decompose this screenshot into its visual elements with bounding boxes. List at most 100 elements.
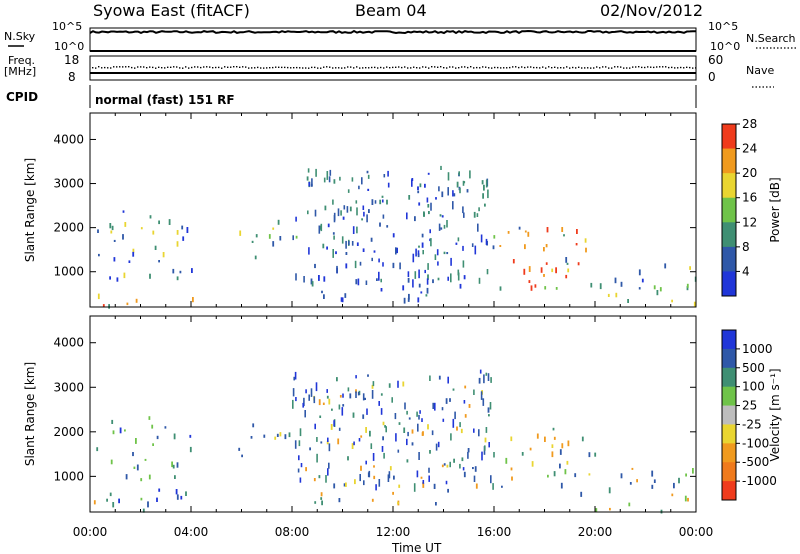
range-cell: [607, 293, 610, 297]
colorbar-segment: [722, 271, 736, 297]
range-cell: [408, 195, 411, 200]
nave-dot: [212, 67, 214, 69]
nave-dot: [146, 67, 148, 69]
nave-dot: [590, 67, 592, 69]
range-cell: [326, 440, 329, 445]
range-cell: [310, 388, 313, 397]
range-cell: [435, 197, 437, 200]
range-cell: [584, 238, 587, 243]
range-cell: [407, 431, 409, 437]
range-cell: [459, 422, 461, 428]
range-cell: [408, 293, 410, 300]
range-cell: [441, 407, 444, 411]
range-cell: [638, 269, 641, 276]
range-cell: [354, 479, 356, 485]
range-cell: [110, 230, 113, 234]
range-cell: [447, 488, 449, 493]
nave-dot: [122, 66, 124, 68]
range-cell: [561, 443, 564, 449]
nave-dot: [635, 66, 637, 68]
nave-dot: [314, 66, 316, 69]
range-cell: [171, 461, 173, 468]
range-cell: [544, 286, 547, 290]
range-cell: [352, 412, 355, 418]
range-cell: [328, 398, 331, 405]
range-cell: [357, 392, 360, 396]
range-cell: [418, 202, 421, 206]
range-cell: [467, 451, 469, 459]
range-cell: [566, 460, 569, 465]
range-cell: [490, 377, 492, 383]
nave-dot: [182, 67, 184, 69]
range-cell: [371, 257, 373, 262]
nave-dot: [647, 66, 649, 68]
range-cell: [372, 381, 375, 387]
nave-dot: [119, 66, 121, 68]
range-cell: [493, 235, 496, 239]
range-cell: [447, 187, 449, 196]
range-cell: [164, 426, 167, 429]
nsky-label: N.Sky: [4, 30, 36, 43]
range-cell: [351, 177, 354, 182]
range-cell: [119, 427, 122, 434]
range-cell: [417, 250, 420, 255]
range-cell: [585, 247, 587, 253]
range-cell: [295, 397, 297, 402]
range-cell: [426, 287, 429, 294]
nave-dot: [617, 66, 619, 68]
nave-dot: [686, 66, 688, 68]
range-cell: [325, 475, 327, 483]
range-cell: [511, 476, 513, 481]
range-cell: [551, 444, 554, 448]
nave-dot: [674, 67, 676, 69]
nave-dot: [176, 66, 178, 68]
range-cell: [369, 430, 371, 437]
range-cell: [382, 262, 384, 267]
range-cell: [378, 271, 380, 281]
nave-dot: [269, 67, 271, 69]
range-cell: [304, 410, 306, 418]
nave-dot: [173, 66, 175, 68]
range-cell: [98, 253, 100, 257]
nave-dot: [359, 67, 361, 69]
range-cell: [487, 407, 490, 413]
range-cell: [132, 251, 135, 257]
range-cell: [333, 483, 336, 489]
range-cell: [536, 433, 539, 439]
nave-dot: [503, 67, 505, 69]
range-cell: [481, 451, 483, 461]
range-cell: [490, 475, 492, 484]
range-cell: [140, 497, 143, 501]
nave-dot: [518, 66, 520, 69]
range-cell: [406, 459, 409, 463]
range-cell: [362, 205, 365, 210]
nave-dot: [296, 66, 298, 69]
range-cell: [469, 170, 471, 179]
nave-dot: [668, 66, 670, 69]
range-cell: [485, 372, 488, 376]
nave-dot: [224, 66, 226, 68]
range-cell: [441, 215, 444, 218]
range-cell: [279, 236, 282, 241]
range-cell: [168, 219, 171, 225]
nave-dot: [569, 67, 571, 69]
range-cell: [97, 229, 99, 233]
range-cell: [574, 473, 577, 478]
nave-dot: [527, 66, 529, 68]
range-cell: [360, 465, 362, 471]
freq-label-2: [MHz]: [4, 65, 36, 78]
range-cell: [481, 180, 484, 185]
nave-dot: [611, 67, 613, 69]
range-cell: [436, 249, 439, 256]
nave-dot: [578, 66, 580, 68]
range-cell: [328, 443, 331, 452]
range-cell: [382, 214, 385, 219]
range-cell: [381, 195, 384, 198]
range-cell: [368, 470, 371, 478]
range-cell: [311, 178, 313, 187]
range-cell: [594, 452, 597, 457]
range-cell: [318, 225, 321, 234]
range-cell: [351, 241, 354, 246]
range-cell: [512, 259, 515, 264]
range-cell: [125, 474, 128, 480]
